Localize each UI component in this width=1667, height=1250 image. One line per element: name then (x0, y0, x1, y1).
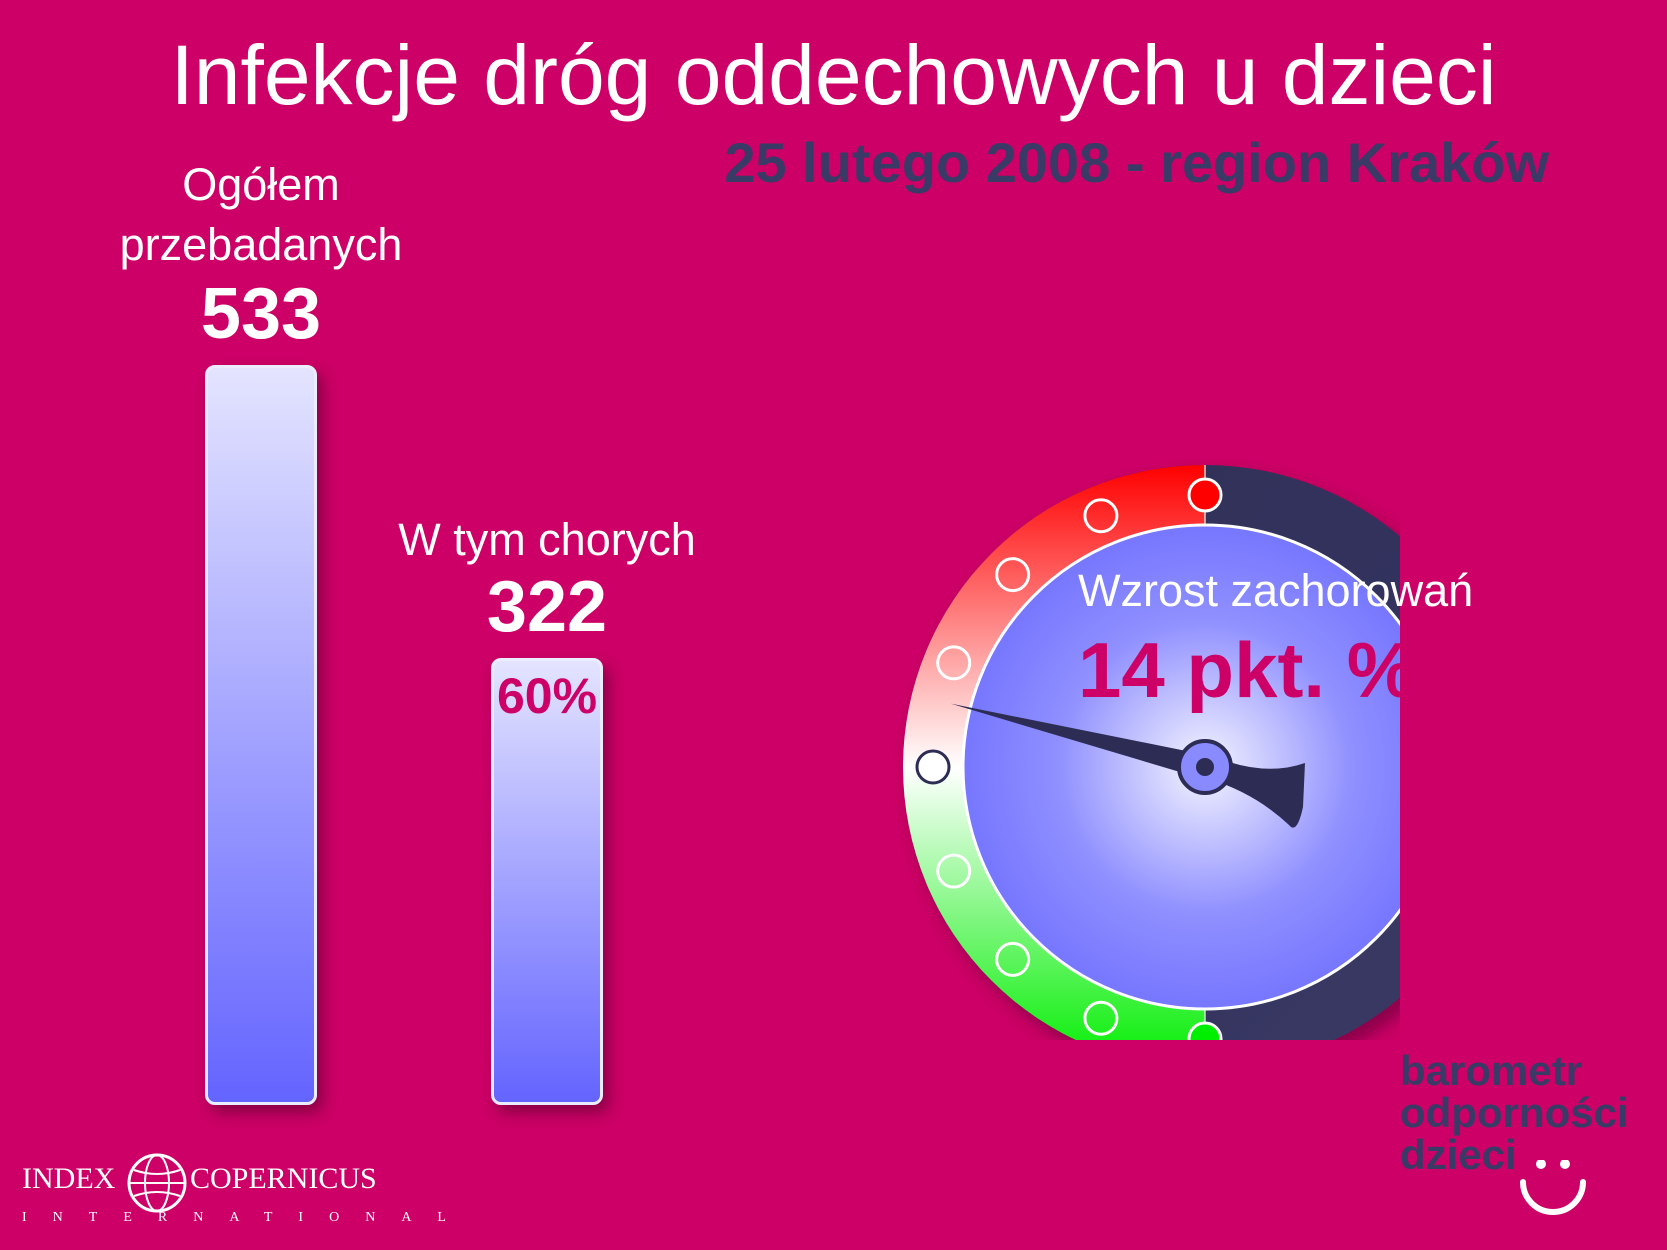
gauge-tick (915, 749, 951, 785)
gauge-tick (936, 853, 972, 889)
gauge-label: Wzrost zachorowań (1078, 565, 1474, 616)
logo-line-1: barometr (1400, 1047, 1583, 1094)
gauge-tick (995, 557, 1031, 593)
chart-subtitle: 25 lutego 2008 - region Kraków (724, 131, 1549, 194)
barometr-logo: barometr odporności dzieci (1400, 1047, 1650, 1215)
smiley-icon (1520, 1160, 1586, 1215)
bar-percent-label: 60% (496, 667, 598, 724)
bar (205, 365, 317, 1105)
logo-word-international: INTERNATIONAL (22, 1210, 472, 1225)
bar-category-label: W tym chorych (398, 514, 696, 565)
chart-title: Infekcje dróg oddechowych u dzieci (170, 28, 1497, 122)
bar-value-label: 533 (200, 274, 322, 354)
globe-icon (127, 1153, 187, 1213)
gauge-tick (1083, 498, 1119, 534)
gauge-value-label: 14 pkt. % (1078, 626, 1417, 714)
gauge (903, 465, 1400, 1040)
gauge-hub-center (1196, 758, 1214, 776)
gauge-needle (950, 703, 1208, 779)
logo-line-3: dzieci (1400, 1131, 1517, 1178)
gauge-tick (1187, 477, 1223, 513)
index-copernicus-logo: INDEX COPERNICUS INTERNATIONAL (22, 1148, 446, 1228)
gauge-tick (936, 645, 972, 681)
logo-word-copernicus: COPERNICUS (190, 1162, 377, 1195)
gauge-needle-tail (1209, 757, 1305, 828)
gauge-tick (1187, 1021, 1223, 1040)
bar-value-label: 322 (486, 566, 608, 647)
gauge-tick (995, 941, 1031, 977)
gauge-tick (1083, 1000, 1119, 1036)
logo-word-index: INDEX (22, 1162, 116, 1195)
logo-line-2: odporności (1400, 1089, 1629, 1136)
bar-category-label: Ogółem przebadanych (119, 159, 403, 270)
bar: 60% (491, 657, 603, 1105)
